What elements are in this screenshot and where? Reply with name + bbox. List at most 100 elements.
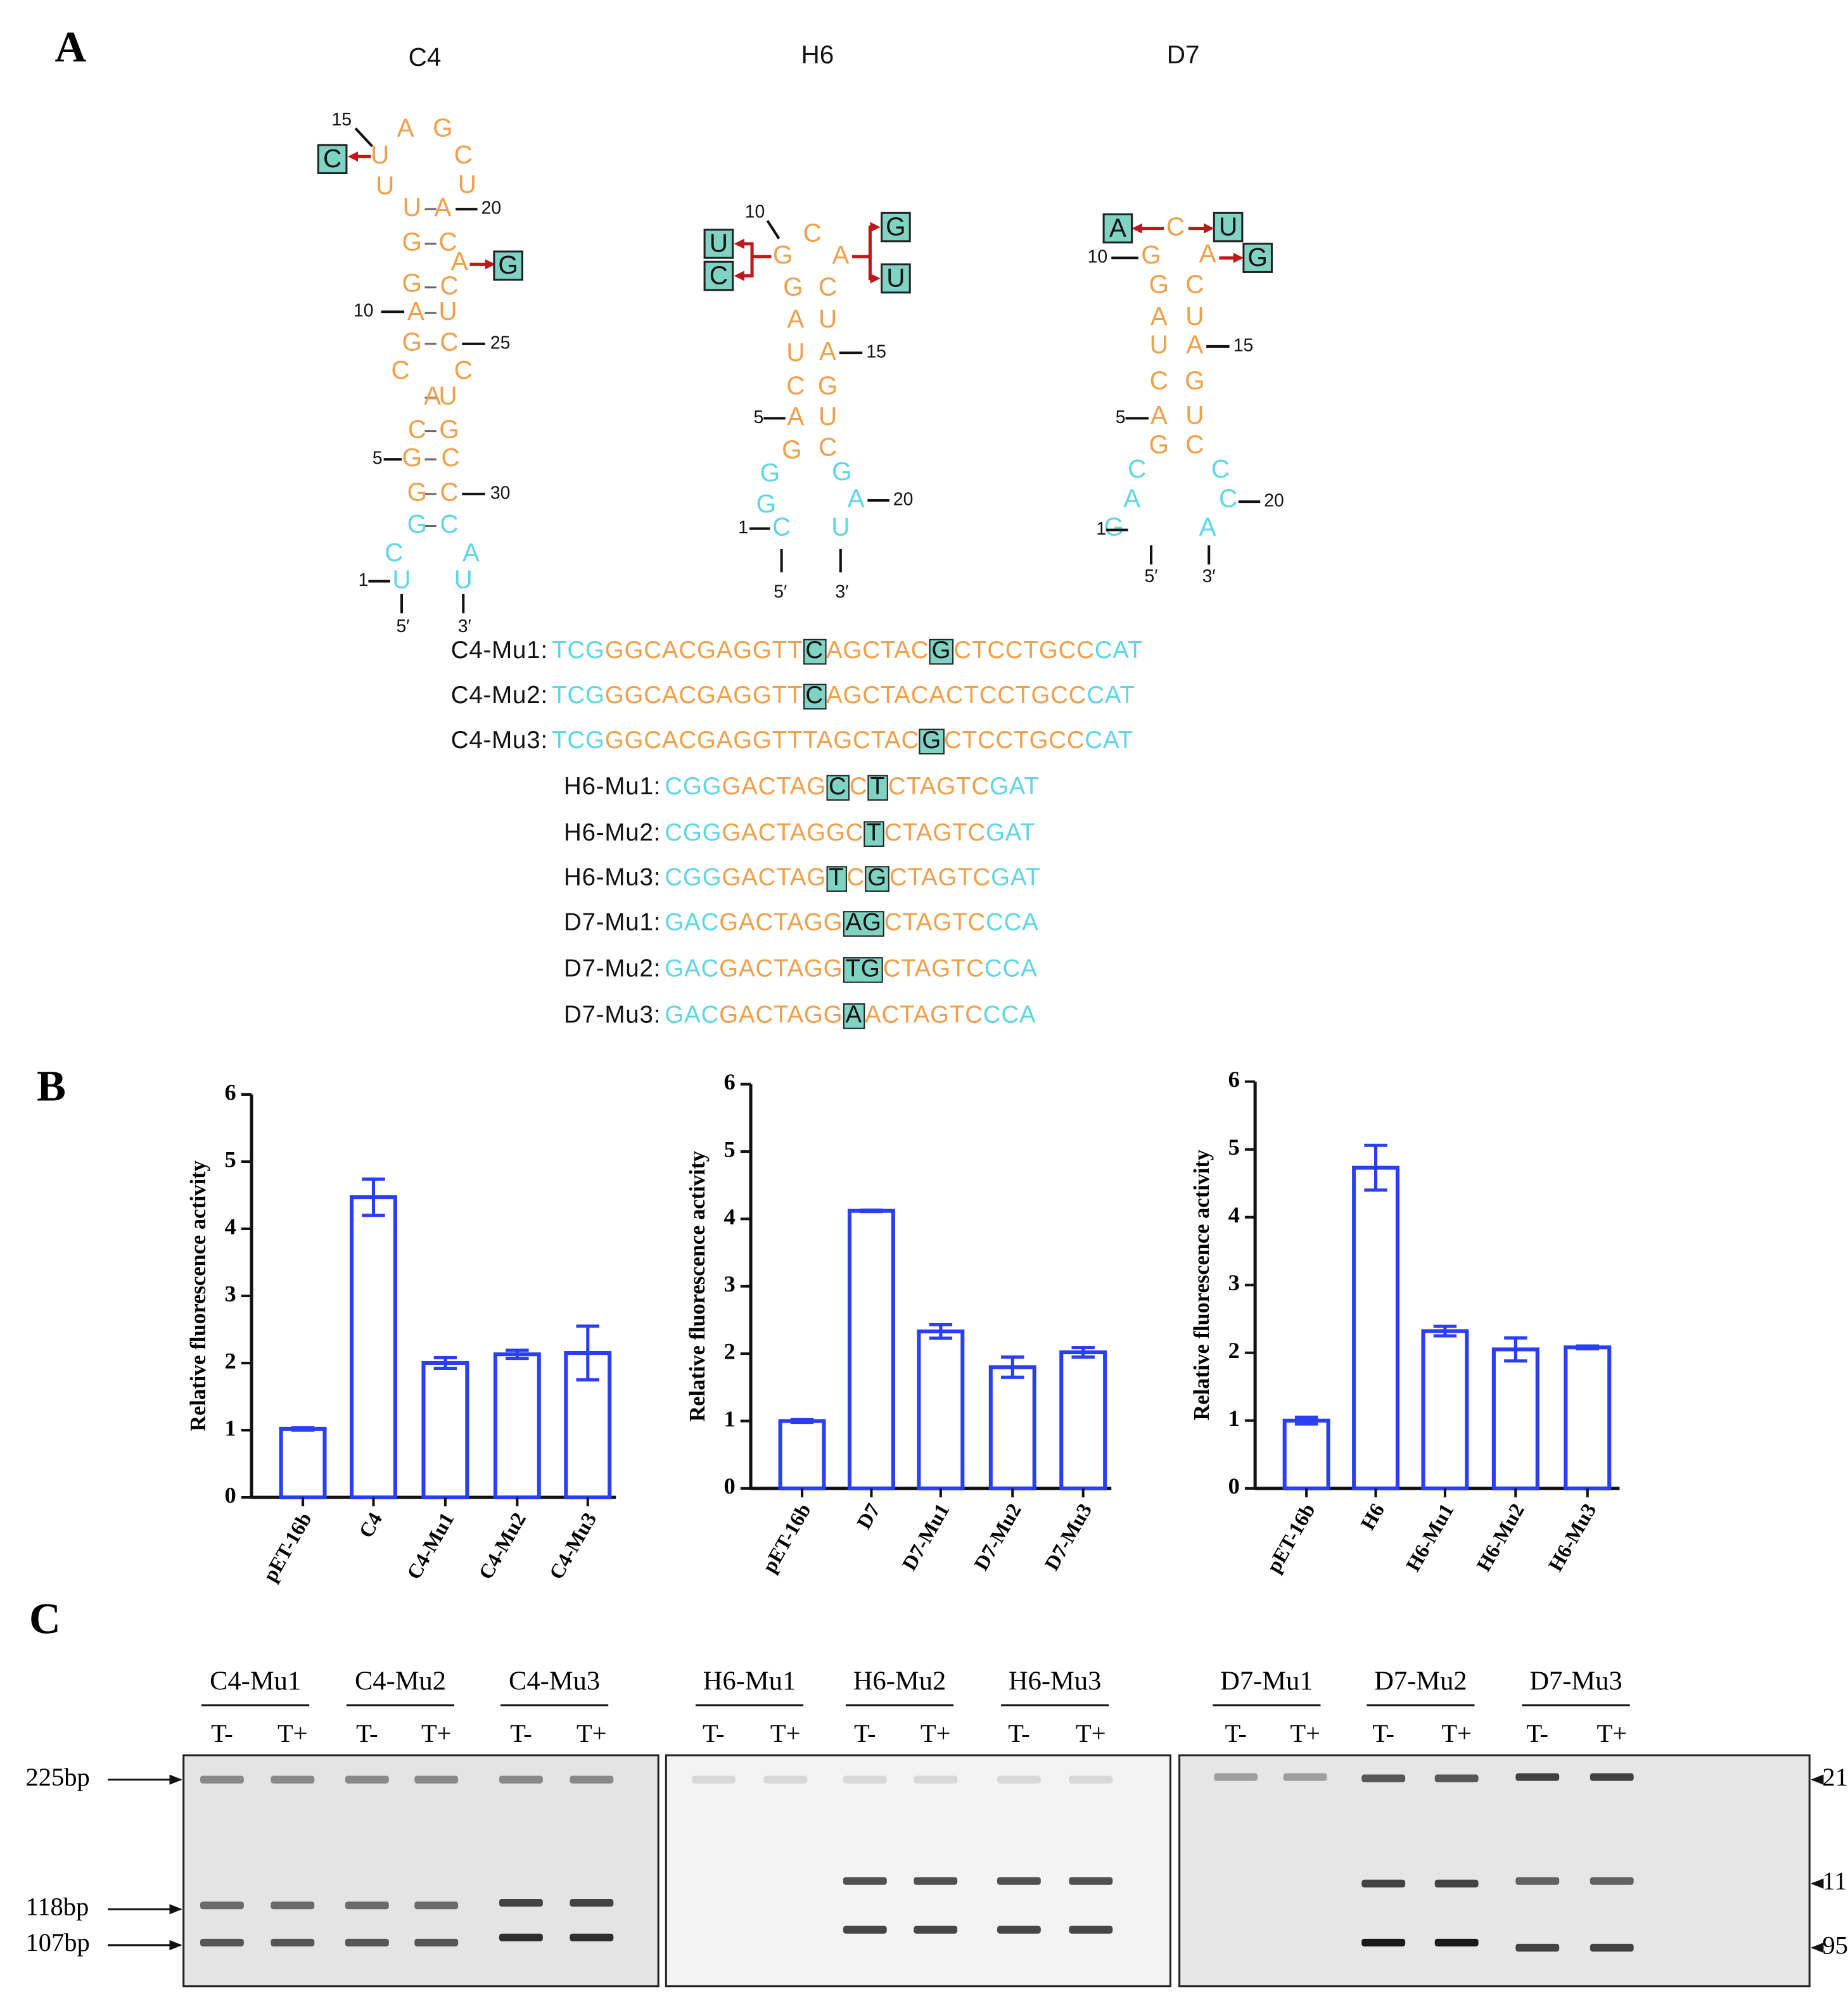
mutation-box (493, 250, 523, 281)
sequence-row: C4-Mu1: TCGGGCACGAGGTT C AGCTAC G CTCCTGCCCAT (0, 637, 1848, 668)
nucleotide: A (787, 304, 804, 333)
sequence-label: C4-Mu3: (450, 727, 548, 755)
mutation-arrow (868, 257, 881, 284)
gel-band (1361, 1938, 1406, 1946)
x-tick-label: D7-Mu2 (970, 1500, 1026, 1575)
gel-band (271, 1775, 315, 1784)
mutation-box (703, 260, 734, 291)
position-tick (354, 127, 373, 148)
sequence-row: C4-Mu2: TCGGGCACGAGGTT C AGCTACACTCCTGCCCAT (0, 682, 1848, 713)
bar (778, 1419, 826, 1490)
y-tick-label: 4 (723, 1204, 735, 1229)
position-label: 10 (1088, 247, 1108, 267)
error-bar (506, 1349, 529, 1361)
strand-end-label: 3′ (458, 616, 471, 637)
error-bar (1433, 1324, 1457, 1338)
nucleotide: G (407, 478, 428, 507)
lane-label: T+ (1076, 1719, 1106, 1748)
sequence: TCGGGCACGAGGTT C AGCTACACTCCTGCCCAT (552, 682, 1135, 713)
nucleotide: A (1186, 330, 1203, 359)
y-tick-label: 1 (723, 1406, 735, 1431)
lane-label: T+ (577, 1719, 607, 1748)
nucleotide: A (1150, 302, 1168, 331)
mutation-letter: U (710, 229, 728, 258)
x-tick-label: H6-Mu1 (1402, 1500, 1459, 1575)
nucleotide: C (1211, 454, 1230, 483)
nucleotide: C (1150, 365, 1168, 395)
y-axis-title: Relative fluorescence activity (186, 1160, 210, 1431)
position-tick (766, 220, 781, 239)
sequence-segment: GACTAG (722, 773, 826, 801)
sequence-label: H6-Mu1: (563, 773, 661, 801)
gel-group-label: D7-Mu3 (1529, 1666, 1622, 1696)
error-bar (576, 1324, 599, 1381)
bar (1564, 1345, 1612, 1490)
error-bar (860, 1209, 883, 1214)
bar (847, 1209, 895, 1490)
gel (182, 1754, 660, 1988)
panel-label: A (55, 23, 87, 71)
gel-band (1590, 1943, 1634, 1952)
sequence: TCGGGCACGAGGTT C AGCTAC G CTCCTGCCCAT (552, 637, 1143, 668)
sequence: CGGGACTAGGC T CTAGTCGAT (665, 818, 1035, 849)
x-tick-label: C4-Mu3 (545, 1509, 601, 1584)
error-bar (1364, 1143, 1387, 1192)
gel-band (1069, 1926, 1113, 1934)
nucleotide: C (440, 327, 458, 357)
error-bar (1576, 1344, 1600, 1350)
y-tick-label: 6 (723, 1069, 735, 1095)
strand-end-label: 3′ (835, 581, 848, 602)
gel-band (997, 1775, 1041, 1784)
position-label: 15 (866, 342, 886, 362)
gel-band (570, 1933, 614, 1941)
nucleotide: C (454, 140, 473, 169)
x-tick-label: pET-16b (1263, 1500, 1320, 1577)
mutated-base: T (825, 866, 847, 892)
error-bar (1504, 1336, 1527, 1363)
nucleotide: A (1199, 512, 1216, 541)
strand-end-label: 5′ (774, 581, 787, 602)
mutation-letter: U (886, 263, 905, 292)
nucleotide: C (391, 355, 409, 384)
mutation-letter: G (498, 250, 518, 279)
nucleotide: A (848, 484, 865, 513)
nucleotide: G (402, 227, 422, 257)
mutation-letter: C (323, 144, 341, 173)
position-label: 10 (354, 301, 374, 321)
gel-band (414, 1775, 459, 1784)
nucleotide: G (1149, 269, 1169, 298)
sequence-segment: GAC (665, 910, 720, 937)
position-label: 20 (1264, 491, 1284, 511)
gel-band (345, 1938, 389, 1946)
bar (988, 1365, 1036, 1490)
y-tick-label: 0 (723, 1473, 735, 1499)
lane-label: T- (854, 1719, 876, 1748)
bar (350, 1195, 397, 1500)
gel-band (1283, 1773, 1327, 1781)
lane-label: T+ (921, 1719, 951, 1748)
sequence-segment: CTCCTGCC (944, 727, 1085, 755)
nucleotide: C (385, 538, 403, 567)
lane-label: T+ (277, 1719, 308, 1748)
mutated-base: C (825, 775, 850, 801)
nucleotide: A (462, 538, 480, 567)
gel-band (499, 1899, 543, 1907)
nucleotide: A (424, 381, 441, 410)
position-label: 10 (745, 202, 765, 222)
nucleotide: G (782, 435, 802, 464)
bar (1421, 1329, 1469, 1490)
mutation-box (317, 144, 348, 174)
nucleotide: U (371, 140, 389, 169)
nucleotide: U (819, 304, 837, 333)
sequence: CGGGACTAG T C G CTAGTCGAT (665, 863, 1041, 894)
y-tick-label: 4 (224, 1214, 236, 1239)
sequence-segment: AGCTACACTCCTGCC (826, 682, 1087, 710)
y-tick-label: 0 (1228, 1473, 1240, 1499)
gel-group-label: H6-Mu1 (703, 1666, 796, 1696)
sequence-row: H6-Mu3: CGGGACTAG T C G CTAGTCGAT (0, 863, 1848, 894)
x-tick-label: pET-16b (758, 1500, 816, 1577)
nucleotide: C (786, 371, 805, 400)
nucleotide: G (783, 272, 803, 301)
nucleotide: C (1185, 430, 1204, 459)
mutation-letter: G (886, 212, 906, 241)
